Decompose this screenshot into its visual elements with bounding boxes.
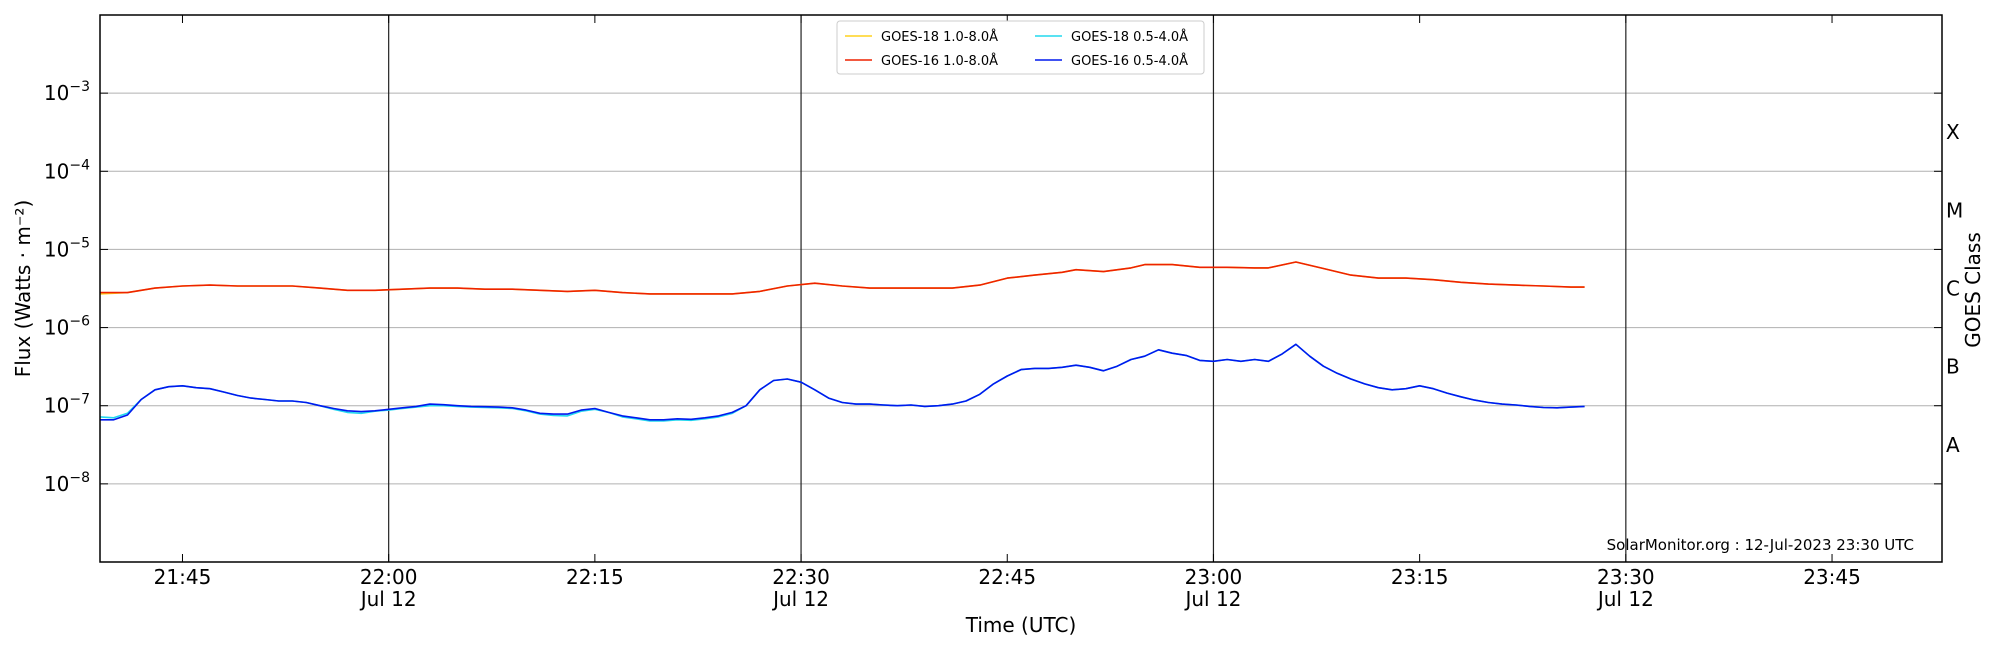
series-lines — [99, 261, 1585, 422]
x-tick-label: 22:30 — [772, 565, 830, 589]
legend-label: GOES-18 0.5-4.0Å — [1071, 29, 1188, 45]
x-tick-label: 21:45 — [154, 565, 212, 589]
legend-label: GOES-16 1.0-8.0Å — [881, 53, 998, 69]
time-reference-lines — [388, 15, 1627, 562]
x-tick-label: 22:00 — [360, 565, 418, 589]
goes-class-label: M — [1946, 198, 1963, 222]
goes-class-label: X — [1946, 120, 1960, 144]
goes-class-label: B — [1946, 355, 1960, 379]
x-axis-title: Time (UTC) — [965, 613, 1077, 637]
x-tick-label: 23:00 — [1185, 565, 1243, 589]
y-tick-exponent: −4 — [69, 157, 90, 173]
series-line-goes-16-1-0-8-0- — [100, 261, 1585, 295]
y-tick-exponent: −6 — [69, 314, 90, 330]
goes-class-label: C — [1946, 277, 1960, 301]
goes-class-label: A — [1946, 433, 1960, 457]
x-tick-label: 23:15 — [1391, 565, 1449, 589]
x-tick-label: 23:45 — [1803, 565, 1861, 589]
axis-ticks — [100, 15, 1942, 562]
y-tick-exponent: −8 — [69, 470, 90, 486]
x-tick-label: 23:30 — [1597, 565, 1655, 589]
gridlines — [100, 92, 1942, 485]
y-axis-title: Flux (Watts · m⁻²) — [11, 200, 35, 378]
legend: GOES-18 1.0-8.0Å GOES-16 1.0-8.0Å GOES-18 … — [836, 20, 1205, 75]
plot-area-frame — [99, 14, 1943, 563]
goes-class-axis-title: GOES Class — [1961, 232, 1985, 348]
x-tick-date-label: Jul 12 — [1596, 587, 1654, 611]
y-tick-exponent: −5 — [69, 235, 90, 251]
y-tick-exponent: −3 — [69, 79, 90, 95]
credit-text: SolarMonitor.org : 12-Jul-2023 23:30 UTC — [1607, 536, 1914, 554]
x-tick-label: 22:15 — [566, 565, 624, 589]
legend-box — [836, 20, 1205, 75]
legend-label: GOES-18 1.0-8.0Å — [881, 29, 998, 45]
series-line-goes-16-0-5-4-0- — [100, 343, 1585, 421]
y-tick-exponent: −7 — [69, 392, 90, 408]
legend-label: GOES-16 0.5-4.0Å — [1071, 53, 1188, 69]
y-tick-label: 10−7 — [44, 392, 90, 418]
x-tick-label: 22:45 — [978, 565, 1036, 589]
x-tick-date-label: Jul 12 — [359, 587, 417, 611]
x-tick-date-label: Jul 12 — [771, 587, 829, 611]
x-tick-date-label: Jul 12 — [1183, 587, 1241, 611]
